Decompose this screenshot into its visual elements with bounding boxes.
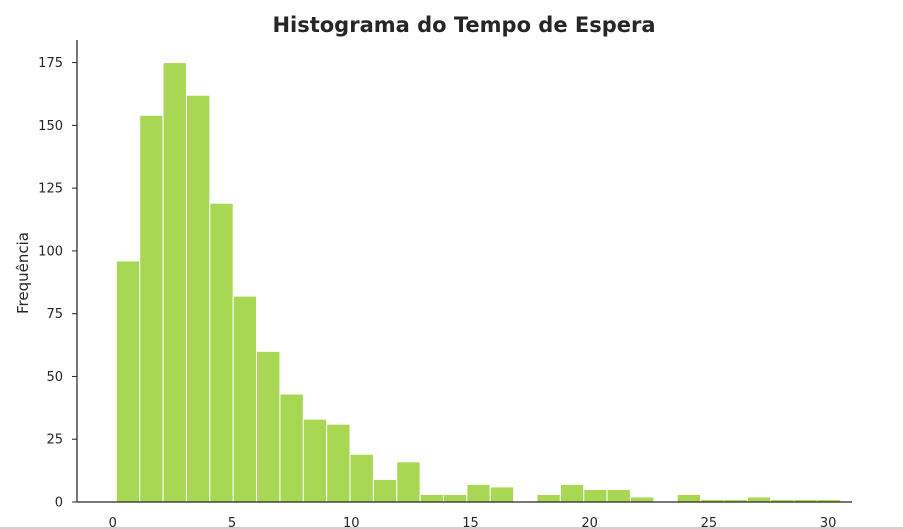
histogram-bar-21 xyxy=(606,488,631,503)
histogram-bar-13 xyxy=(419,493,445,503)
histogram-bar-24 xyxy=(676,493,702,503)
histogram-bar-18 xyxy=(536,493,561,503)
histogram-bar-7 xyxy=(279,393,304,503)
y-tick-label: 150 xyxy=(38,119,63,134)
histogram-bar-16 xyxy=(489,486,515,503)
x-tick-label: 10 xyxy=(343,516,360,529)
y-tick-label: 125 xyxy=(38,182,63,197)
bottom-border xyxy=(0,527,903,529)
y-tick-label: 50 xyxy=(46,370,63,385)
bars-group xyxy=(115,62,842,503)
y-ticks-group: 0 25 50 75 100 125 150 175 xyxy=(38,56,77,511)
y-tick-label: 175 xyxy=(38,56,63,71)
y-tick-label: 25 xyxy=(46,433,63,448)
x-tick-label: 20 xyxy=(581,516,598,529)
histogram-bar-5 xyxy=(232,295,258,503)
x-tick-label: 25 xyxy=(701,516,718,529)
histogram-bar-27 xyxy=(746,496,772,503)
histogram-bar-8 xyxy=(302,418,328,503)
histogram-bar-1 xyxy=(139,114,164,503)
x-tick-label: 30 xyxy=(820,516,837,529)
histogram-bar-22 xyxy=(629,496,655,503)
y-axis-label: Frequência xyxy=(14,232,32,314)
y-tick-label: 75 xyxy=(46,307,63,322)
x-tick-label: 15 xyxy=(462,516,479,529)
histogram-bar-9 xyxy=(326,423,351,503)
y-tick-label: 0 xyxy=(55,496,63,511)
histogram-bar-10 xyxy=(349,453,374,503)
x-tick-label: 0 xyxy=(109,516,117,529)
chart-title: Histograma do Tempo de Espera xyxy=(272,13,655,37)
histogram-bar-6 xyxy=(256,350,281,503)
histogram-bar-15 xyxy=(466,483,491,503)
x-tick-label: 5 xyxy=(228,516,236,529)
histogram-bar-14 xyxy=(443,493,468,503)
histogram-bar-4 xyxy=(209,202,234,503)
histogram-bar-0 xyxy=(115,260,141,503)
y-tick-label: 100 xyxy=(38,244,63,259)
x-ticks-group: 0 5 10 15 20 25 30 xyxy=(109,516,837,529)
histogram-bar-3 xyxy=(185,94,211,503)
histogram-bar-20 xyxy=(583,488,608,503)
histogram-bar-2 xyxy=(162,62,187,503)
histogram-bar-12 xyxy=(396,461,421,503)
histogram-bar-19 xyxy=(559,483,585,503)
histogram-bar-11 xyxy=(372,478,398,503)
